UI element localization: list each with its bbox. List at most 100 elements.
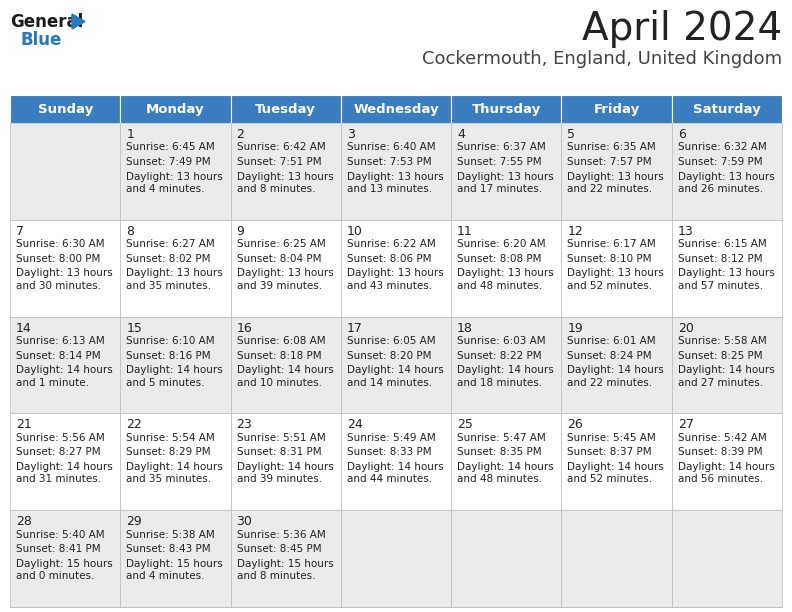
Text: Sunset: 7:53 PM: Sunset: 7:53 PM — [347, 157, 432, 167]
Text: Sunrise: 6:40 AM: Sunrise: 6:40 AM — [347, 143, 436, 152]
Text: Sunset: 8:37 PM: Sunset: 8:37 PM — [567, 447, 652, 457]
Text: Sunset: 8:25 PM: Sunset: 8:25 PM — [678, 351, 763, 360]
Text: Sunset: 7:51 PM: Sunset: 7:51 PM — [237, 157, 322, 167]
Text: Tuesday: Tuesday — [255, 102, 316, 116]
Text: Sunset: 8:43 PM: Sunset: 8:43 PM — [126, 544, 211, 554]
Text: 6: 6 — [678, 128, 686, 141]
Text: General: General — [10, 13, 83, 31]
Text: Daylight: 15 hours
and 4 minutes.: Daylight: 15 hours and 4 minutes. — [126, 559, 223, 581]
Text: Sunset: 8:35 PM: Sunset: 8:35 PM — [457, 447, 542, 457]
Text: 10: 10 — [347, 225, 363, 238]
Text: Sunset: 8:45 PM: Sunset: 8:45 PM — [237, 544, 322, 554]
Text: Sunset: 7:49 PM: Sunset: 7:49 PM — [126, 157, 211, 167]
Text: Sunrise: 6:42 AM: Sunrise: 6:42 AM — [237, 143, 326, 152]
Bar — [562, 95, 672, 123]
Text: Sunrise: 6:05 AM: Sunrise: 6:05 AM — [347, 336, 436, 346]
Bar — [341, 316, 451, 413]
Text: Sunrise: 6:13 AM: Sunrise: 6:13 AM — [16, 336, 105, 346]
Bar — [672, 220, 782, 316]
Text: Sunrise: 6:35 AM: Sunrise: 6:35 AM — [567, 143, 657, 152]
Bar — [230, 413, 341, 510]
Bar — [451, 123, 562, 220]
Text: 8: 8 — [126, 225, 135, 238]
Bar — [230, 510, 341, 607]
Text: Sunset: 7:55 PM: Sunset: 7:55 PM — [457, 157, 542, 167]
Bar — [672, 510, 782, 607]
Bar — [562, 510, 672, 607]
Bar — [341, 220, 451, 316]
Text: 17: 17 — [347, 321, 363, 335]
Text: Sunset: 8:33 PM: Sunset: 8:33 PM — [347, 447, 432, 457]
Text: 3: 3 — [347, 128, 355, 141]
Bar — [10, 316, 120, 413]
Text: Sunrise: 6:30 AM: Sunrise: 6:30 AM — [16, 239, 105, 249]
Text: 5: 5 — [567, 128, 576, 141]
Text: April 2024: April 2024 — [582, 10, 782, 48]
Bar — [451, 95, 562, 123]
Text: Sunset: 8:41 PM: Sunset: 8:41 PM — [16, 544, 101, 554]
Text: Daylight: 13 hours
and 48 minutes.: Daylight: 13 hours and 48 minutes. — [457, 268, 554, 291]
Text: Sunset: 7:59 PM: Sunset: 7:59 PM — [678, 157, 763, 167]
Bar — [10, 510, 120, 607]
Bar — [120, 95, 230, 123]
Bar — [341, 95, 451, 123]
Text: 20: 20 — [678, 321, 694, 335]
Text: Daylight: 14 hours
and 39 minutes.: Daylight: 14 hours and 39 minutes. — [237, 462, 333, 484]
Text: Sunset: 8:22 PM: Sunset: 8:22 PM — [457, 351, 542, 360]
Bar — [562, 413, 672, 510]
Text: Sunset: 8:00 PM: Sunset: 8:00 PM — [16, 254, 101, 264]
Text: Daylight: 14 hours
and 5 minutes.: Daylight: 14 hours and 5 minutes. — [126, 365, 223, 387]
Bar — [10, 123, 120, 220]
Text: Daylight: 14 hours
and 31 minutes.: Daylight: 14 hours and 31 minutes. — [16, 462, 112, 484]
Text: Sunset: 7:57 PM: Sunset: 7:57 PM — [567, 157, 652, 167]
Text: Daylight: 13 hours
and 52 minutes.: Daylight: 13 hours and 52 minutes. — [567, 268, 664, 291]
Text: Daylight: 14 hours
and 1 minute.: Daylight: 14 hours and 1 minute. — [16, 365, 112, 387]
Bar — [672, 413, 782, 510]
Bar — [10, 413, 120, 510]
Text: Sunrise: 6:15 AM: Sunrise: 6:15 AM — [678, 239, 767, 249]
Text: 23: 23 — [237, 419, 253, 431]
Text: Sunset: 8:06 PM: Sunset: 8:06 PM — [347, 254, 432, 264]
Text: 15: 15 — [126, 321, 142, 335]
Text: Sunset: 8:08 PM: Sunset: 8:08 PM — [457, 254, 542, 264]
Text: Sunrise: 6:32 AM: Sunrise: 6:32 AM — [678, 143, 767, 152]
Text: Sunset: 8:29 PM: Sunset: 8:29 PM — [126, 447, 211, 457]
Text: Sunrise: 5:49 AM: Sunrise: 5:49 AM — [347, 433, 436, 443]
Text: Sunrise: 6:27 AM: Sunrise: 6:27 AM — [126, 239, 215, 249]
Bar — [230, 123, 341, 220]
Text: Sunrise: 6:20 AM: Sunrise: 6:20 AM — [457, 239, 546, 249]
Text: Daylight: 14 hours
and 18 minutes.: Daylight: 14 hours and 18 minutes. — [457, 365, 554, 387]
Bar — [10, 220, 120, 316]
Text: Daylight: 14 hours
and 35 minutes.: Daylight: 14 hours and 35 minutes. — [126, 462, 223, 484]
Text: Sunset: 8:27 PM: Sunset: 8:27 PM — [16, 447, 101, 457]
Text: Sunrise: 6:22 AM: Sunrise: 6:22 AM — [347, 239, 436, 249]
Text: Sunset: 8:12 PM: Sunset: 8:12 PM — [678, 254, 763, 264]
Text: Daylight: 13 hours
and 22 minutes.: Daylight: 13 hours and 22 minutes. — [567, 171, 664, 194]
Text: Sunrise: 5:51 AM: Sunrise: 5:51 AM — [237, 433, 326, 443]
Text: Sunday: Sunday — [37, 102, 93, 116]
Text: Thursday: Thursday — [472, 102, 541, 116]
Text: Sunrise: 5:47 AM: Sunrise: 5:47 AM — [457, 433, 546, 443]
Bar — [120, 510, 230, 607]
Text: Daylight: 13 hours
and 57 minutes.: Daylight: 13 hours and 57 minutes. — [678, 268, 775, 291]
Text: 29: 29 — [126, 515, 142, 528]
Text: 18: 18 — [457, 321, 473, 335]
Text: Daylight: 13 hours
and 30 minutes.: Daylight: 13 hours and 30 minutes. — [16, 268, 112, 291]
Text: Sunrise: 6:25 AM: Sunrise: 6:25 AM — [237, 239, 326, 249]
Text: Sunrise: 6:37 AM: Sunrise: 6:37 AM — [457, 143, 546, 152]
Text: 12: 12 — [567, 225, 583, 238]
Bar — [120, 123, 230, 220]
Text: Daylight: 14 hours
and 22 minutes.: Daylight: 14 hours and 22 minutes. — [567, 365, 664, 387]
Text: 2: 2 — [237, 128, 245, 141]
Text: 26: 26 — [567, 419, 583, 431]
Bar — [562, 123, 672, 220]
Text: Sunset: 8:18 PM: Sunset: 8:18 PM — [237, 351, 322, 360]
Bar — [341, 123, 451, 220]
Bar — [451, 316, 562, 413]
Text: Wednesday: Wednesday — [353, 102, 439, 116]
Text: 7: 7 — [16, 225, 24, 238]
Bar — [120, 220, 230, 316]
Text: Sunrise: 6:03 AM: Sunrise: 6:03 AM — [457, 336, 546, 346]
Text: 4: 4 — [457, 128, 465, 141]
Text: 21: 21 — [16, 419, 32, 431]
